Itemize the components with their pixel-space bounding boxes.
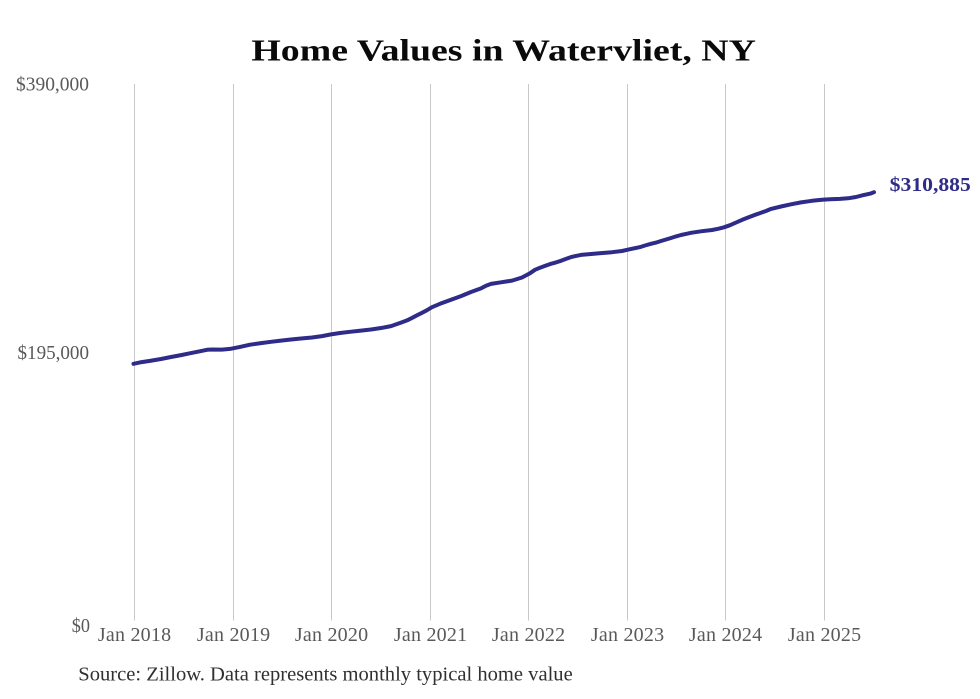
- svg-text:Source: Zillow. Data represent: Source: Zillow. Data represents monthly …: [78, 664, 573, 686]
- svg-text:$310,885: $310,885: [890, 174, 971, 196]
- svg-text:Jan 2021: Jan 2021: [394, 624, 467, 646]
- svg-text:Jan 2025: Jan 2025: [788, 624, 861, 646]
- svg-text:Jan 2022: Jan 2022: [492, 624, 565, 646]
- svg-text:$195,000: $195,000: [18, 342, 90, 364]
- svg-text:Jan 2024: Jan 2024: [689, 624, 762, 646]
- svg-text:$390,000: $390,000: [16, 74, 89, 96]
- svg-text:Home Values in Watervliet, NY: Home Values in Watervliet, NY: [251, 33, 755, 68]
- svg-text:Jan 2018: Jan 2018: [98, 624, 171, 646]
- svg-text:$0: $0: [72, 615, 90, 637]
- svg-text:Jan 2023: Jan 2023: [591, 624, 664, 646]
- svg-text:Jan 2019: Jan 2019: [197, 624, 270, 646]
- svg-text:Jan 2020: Jan 2020: [295, 624, 368, 646]
